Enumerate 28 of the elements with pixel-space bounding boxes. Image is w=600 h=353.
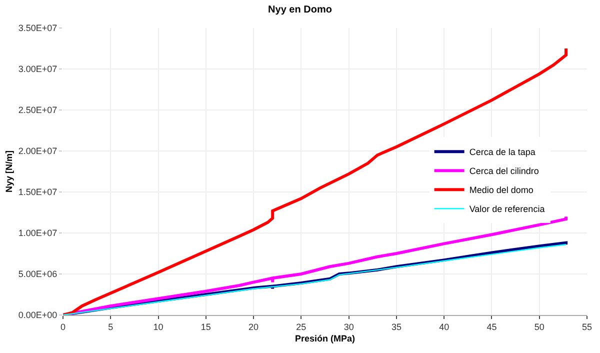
line-series bbox=[63, 47, 568, 315]
y-tick-label: 1.00E+07 bbox=[18, 228, 58, 238]
legend-label: Medio del domo bbox=[469, 185, 534, 196]
y-tick-label: 0.00E+00 bbox=[18, 310, 58, 320]
y-tick-label: 3.00E+07 bbox=[18, 64, 58, 74]
x-tick-label: 35 bbox=[391, 322, 402, 332]
y-tick-label: 1.50E+07 bbox=[18, 187, 58, 198]
y-tick-label: 2.50E+07 bbox=[18, 105, 58, 116]
x-tick-label: 25 bbox=[296, 322, 306, 332]
legend-label: Valor de referencia bbox=[469, 204, 545, 214]
x-tick-label: 50 bbox=[534, 322, 544, 332]
x-tick-label: 10 bbox=[153, 322, 164, 332]
x-tick-label: 20 bbox=[248, 322, 259, 332]
x-tick-label: 55 bbox=[582, 322, 592, 332]
x-tick-label: 40 bbox=[439, 322, 450, 332]
legend-label: Cerca de la tapa bbox=[469, 147, 536, 158]
x-tick-label: 30 bbox=[344, 322, 354, 332]
x-tick-label: 5 bbox=[108, 322, 114, 332]
y-tick-label: 3.50E+07 bbox=[18, 23, 58, 34]
x-tick-label: 45 bbox=[486, 322, 497, 332]
x-axis-title: Presión (MPa) bbox=[294, 334, 356, 344]
y-axis-title: Nyy [N/m] bbox=[4, 150, 14, 193]
x-tick-label: 15 bbox=[200, 322, 211, 332]
y-tick-label: 2.00E+07 bbox=[18, 146, 58, 156]
chart-title: Nyy en Domo bbox=[268, 4, 332, 16]
x-tick-label: 0 bbox=[60, 322, 66, 332]
legend-label: Cerca del cilindro bbox=[469, 166, 539, 176]
y-tick-label: 5.00E+06 bbox=[18, 269, 58, 280]
